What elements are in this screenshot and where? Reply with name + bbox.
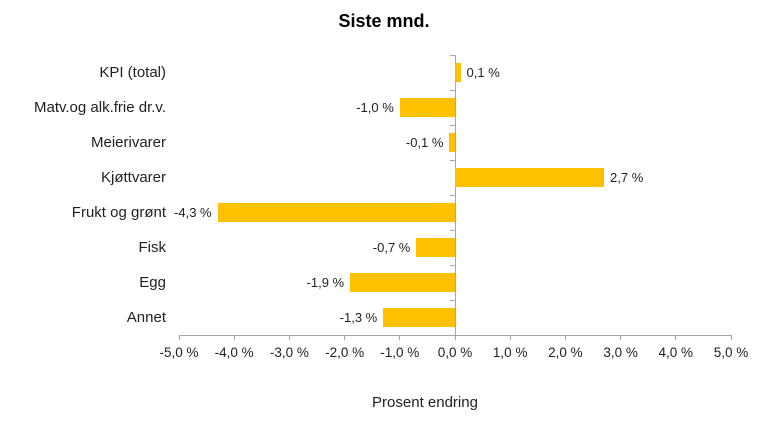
category-label: Fisk xyxy=(138,238,167,256)
x-tick-label: -4,0 % xyxy=(214,345,254,360)
value-label: -0,1 % xyxy=(405,134,444,150)
bar xyxy=(399,98,455,117)
y-axis-tick xyxy=(449,89,455,91)
value-label: 0,1 % xyxy=(466,64,500,80)
category-label: KPI (total) xyxy=(99,63,166,81)
y-axis-line xyxy=(454,55,456,335)
x-axis-tick xyxy=(344,335,346,340)
x-tick-label: -5,0 % xyxy=(159,345,199,360)
x-tick-label: 4,0 % xyxy=(658,345,694,360)
x-axis-tick xyxy=(178,335,180,340)
x-axis-tick xyxy=(399,335,401,340)
value-label: -1,0 % xyxy=(356,99,394,115)
x-tick-label: -2,0 % xyxy=(325,345,365,360)
y-axis-tick xyxy=(449,229,455,231)
x-axis-tick xyxy=(509,335,511,340)
x-tick-label: -3,0 % xyxy=(269,345,309,360)
bar xyxy=(383,308,455,327)
x-axis-tick xyxy=(730,335,732,340)
bar xyxy=(350,273,455,292)
value-label: -4,3 % xyxy=(174,204,212,220)
x-tick-label: -1,0 % xyxy=(380,345,420,360)
x-axis-tick xyxy=(454,335,456,340)
bar xyxy=(455,63,461,82)
x-axis-tick xyxy=(675,335,677,340)
value-label: -0,7 % xyxy=(372,239,411,255)
value-label: -1,9 % xyxy=(306,274,345,290)
category-label: Matv.og alk.frie dr.v. xyxy=(34,98,166,116)
x-axis-tick xyxy=(288,335,290,340)
category-label: Egg xyxy=(139,273,166,291)
y-axis-tick xyxy=(449,159,455,161)
bar xyxy=(455,168,605,187)
y-axis-tick xyxy=(449,124,455,126)
y-axis-tick xyxy=(449,264,455,266)
value-label: -1,3 % xyxy=(339,309,378,325)
x-tick-label: 5,0 % xyxy=(713,345,749,360)
category-label: Annet xyxy=(126,308,166,326)
bar xyxy=(449,133,455,152)
bar xyxy=(217,203,455,222)
category-label: Kjøttvarer xyxy=(100,168,166,186)
chart-title: Siste mnd. xyxy=(338,11,430,31)
x-tick-label: 3,0 % xyxy=(603,345,638,360)
x-axis-tick xyxy=(564,335,566,340)
x-tick-label: 2,0 % xyxy=(548,345,583,360)
x-axis-title: Prosent endring xyxy=(372,394,478,411)
value-label: 2,7 % xyxy=(610,169,644,185)
y-axis-tick xyxy=(449,194,455,196)
category-label: Frukt og grønt xyxy=(71,203,166,221)
y-axis-tick xyxy=(449,54,455,56)
bar xyxy=(416,238,455,257)
x-axis-tick xyxy=(233,335,235,340)
x-axis-tick xyxy=(620,335,622,340)
x-tick-label: 0,0 % xyxy=(437,345,473,360)
x-tick-label: 1,0 % xyxy=(492,345,528,360)
category-label: Meierivarer xyxy=(90,133,166,151)
y-axis-tick xyxy=(449,299,455,301)
